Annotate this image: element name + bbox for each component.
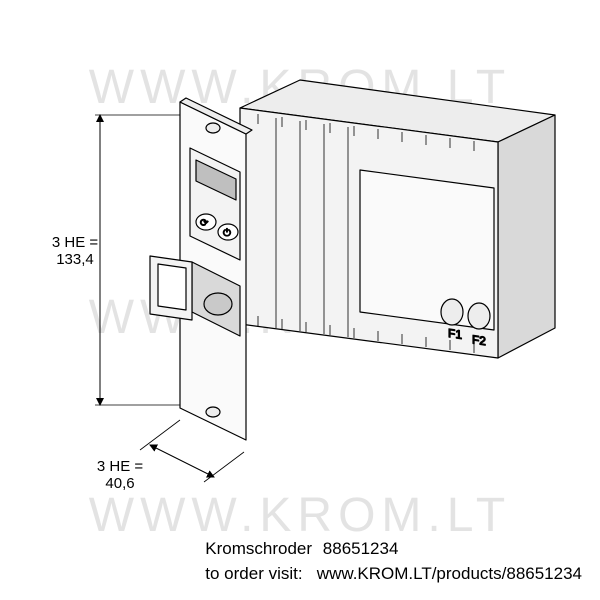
fuse-label-1: F1 — [448, 326, 462, 342]
svg-text:⏻: ⏻ — [223, 228, 231, 239]
mount-screw-top — [206, 123, 220, 133]
reset-button[interactable]: ⟳ — [196, 214, 216, 230]
product-caption: Kromschroder 88651234 to order visit: ww… — [205, 538, 582, 586]
dimension-label-width: 3 HE = 40,6 — [85, 458, 155, 493]
technical-drawing: F1 F2 00 ⟳ ⏻ — [0, 0, 600, 600]
part-number: 88651234 — [323, 539, 399, 558]
order-url[interactable]: www.KROM.LT/products/88651234 — [317, 564, 582, 583]
fuse-cap-1 — [441, 299, 463, 325]
fuse-cap-2 — [468, 303, 490, 329]
front-faceplate: 00 ⟳ ⏻ — [150, 102, 246, 440]
fuse-label-2: F2 — [472, 332, 486, 348]
svg-text:⟳: ⟳ — [200, 218, 209, 229]
dimension-arrow-width — [150, 445, 214, 477]
mount-screw-bottom — [206, 407, 220, 417]
brand-name: Kromschroder — [205, 539, 312, 558]
order-prefix: to order visit: — [205, 564, 302, 583]
power-button[interactable]: ⏻ — [218, 224, 238, 240]
dimension-label-height: 3 HE = 133,4 — [40, 234, 110, 269]
device-module: F1 F2 00 ⟳ ⏻ — [150, 80, 555, 440]
